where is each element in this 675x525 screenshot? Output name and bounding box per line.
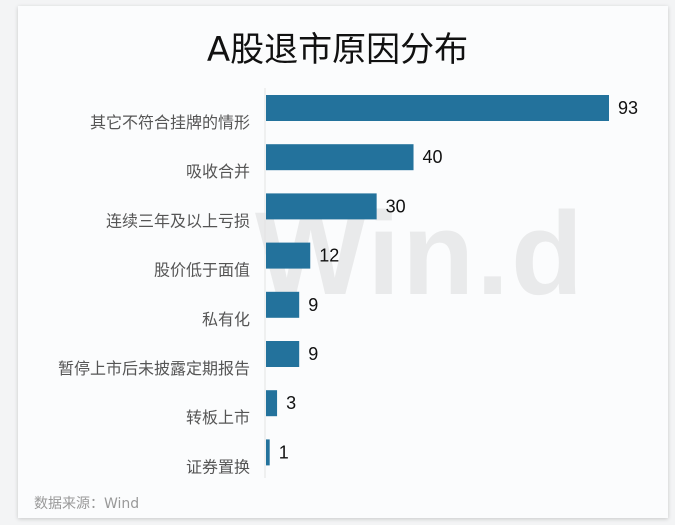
chart-title: A股退市原因分布	[206, 30, 469, 70]
category-label: 其它不符合挂牌的情形	[90, 113, 250, 132]
category-label: 私有化	[202, 310, 250, 329]
category-label: 股价低于面值	[154, 261, 250, 280]
category-label: 吸收合并	[186, 162, 250, 181]
data-label: 1	[279, 442, 289, 462]
bar	[266, 242, 311, 269]
data-label: 40	[423, 147, 443, 167]
chart-card	[18, 6, 668, 518]
data-label: 9	[308, 344, 318, 364]
data-label: 30	[386, 196, 406, 216]
data-label: 9	[308, 295, 318, 315]
bar	[266, 291, 300, 318]
bar	[266, 95, 609, 121]
data-label: 93	[618, 98, 638, 118]
data-label: 3	[286, 393, 296, 413]
bar	[266, 390, 278, 417]
bar	[266, 439, 270, 466]
bar	[266, 193, 377, 220]
category-label: 暂停上市后未披露定期报告	[58, 359, 250, 378]
data-label: 12	[319, 246, 339, 266]
category-label: 连续三年及以上亏损	[106, 211, 250, 230]
category-label: 证券置换	[186, 457, 250, 476]
category-label: 转板上市	[186, 408, 250, 427]
bar	[266, 144, 414, 171]
source-note: 数据来源：Wind	[34, 496, 140, 512]
bar	[266, 341, 300, 367]
